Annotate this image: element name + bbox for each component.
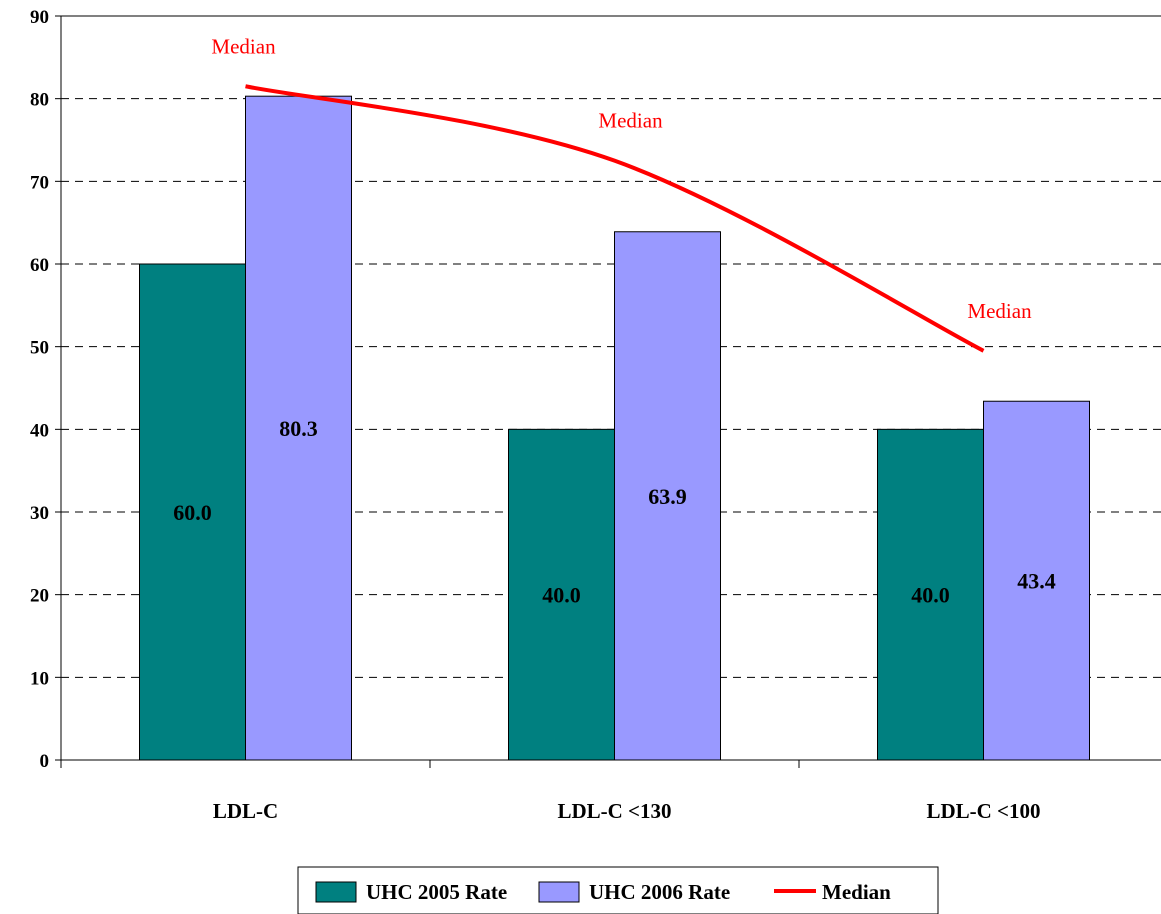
label-layer: 60.0 80.3 40.0 63.9 40.0 43.4 Median Median Medi… [173, 34, 1056, 607]
x-tick-label: LDL-C <130 [557, 799, 671, 823]
y-tick-label: 60 [30, 255, 49, 276]
axis-layer: 0 10 20 30 40 50 60 70 80 90 LDL-C LDL-C <130 LDL-C … [30, 7, 1161, 823]
data-label: 63.9 [648, 484, 687, 509]
legend-label: UHC 2006 Rate [589, 880, 730, 904]
bar-2006 [983, 400, 1090, 761]
data-label: 40.0 [542, 583, 581, 608]
data-label: 40.0 [911, 583, 950, 608]
y-tick-label: 10 [30, 668, 49, 689]
line-layer [245, 84, 985, 353]
legend-label: UHC 2005 Rate [366, 880, 507, 904]
y-tick-label: 20 [30, 586, 49, 607]
legend-label: Median [822, 880, 891, 904]
legend-swatch [315, 881, 357, 903]
y-tick-label: 80 [30, 90, 49, 111]
legend-swatch [538, 881, 580, 903]
x-tick-label: LDL-C [213, 799, 278, 823]
bar-layer [139, 95, 1090, 761]
median-label: Median [211, 34, 276, 58]
x-tick-label: LDL-C <100 [926, 799, 1040, 823]
bar-2006 [245, 95, 352, 761]
legend-box [297, 866, 939, 914]
median-label: Median [598, 109, 663, 133]
median-line [245, 84, 985, 353]
y-tick-label: 0 [40, 751, 50, 772]
median-label: Median [967, 299, 1032, 323]
data-label: 80.3 [279, 416, 318, 441]
y-tick-label: 70 [30, 172, 49, 193]
y-tick-label: 90 [30, 7, 49, 28]
legend-layer: UHC 2005 Rate UHC 2006 Rate Median [297, 866, 939, 914]
data-label: 43.4 [1017, 569, 1056, 594]
y-tick-label: 30 [30, 503, 49, 524]
data-label: 60.0 [173, 500, 212, 525]
y-tick-label: 50 [30, 338, 49, 359]
y-tick-label: 40 [30, 420, 49, 441]
